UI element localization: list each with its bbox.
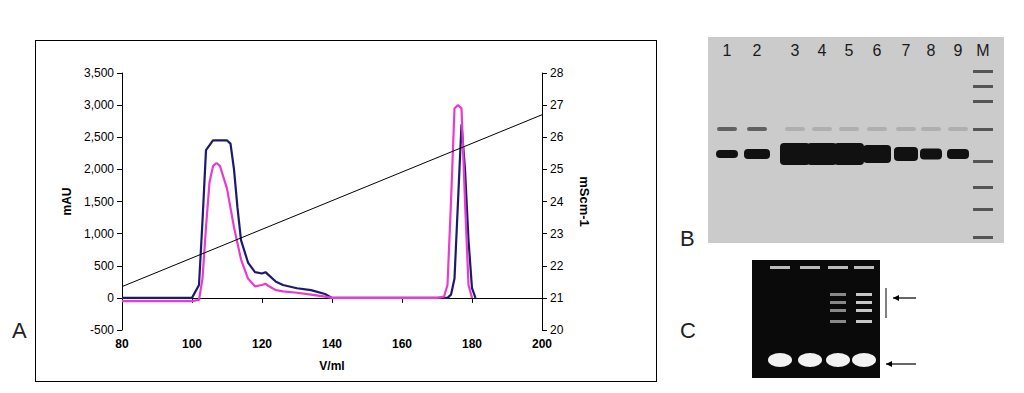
svg-text:M: M [976, 42, 989, 59]
svg-text:20: 20 [550, 323, 564, 337]
svg-text:25: 25 [550, 162, 564, 176]
svg-text:8: 8 [927, 42, 936, 59]
svg-text:6: 6 [873, 42, 882, 59]
svg-text:23: 23 [550, 227, 564, 241]
svg-text:26: 26 [550, 130, 564, 144]
svg-text:28: 28 [550, 66, 564, 80]
svg-text:140: 140 [322, 337, 342, 351]
svg-text:1: 1 [723, 42, 732, 59]
svg-text:0: 0 [107, 291, 114, 305]
svg-text:22: 22 [550, 259, 564, 273]
svg-text:27: 27 [550, 98, 564, 112]
svg-text:-500: -500 [90, 323, 114, 337]
html-text:C: C [680, 318, 696, 343]
svg-text:500: 500 [94, 259, 114, 273]
svg-text:200: 200 [532, 337, 552, 351]
html-text:A: A [12, 318, 27, 343]
svg-text:80: 80 [115, 337, 129, 351]
svg-text:1,500: 1,500 [84, 195, 114, 209]
svg-text:160: 160 [392, 337, 412, 351]
svg-text:24: 24 [550, 195, 564, 209]
svg-text:21: 21 [550, 291, 564, 305]
svg-text:2,500: 2,500 [84, 130, 114, 144]
svg-text:V/ml: V/ml [319, 359, 344, 373]
html-text:B: B [680, 226, 695, 251]
svg-text:mAU: mAU [60, 187, 74, 215]
svg-text:1,000: 1,000 [84, 227, 114, 241]
svg-text:7: 7 [902, 42, 911, 59]
svg-text:100: 100 [182, 337, 202, 351]
svg-text:3,000: 3,000 [84, 98, 114, 112]
svg-text:2: 2 [753, 42, 762, 59]
svg-text:mScm-1: mScm-1 [577, 176, 592, 227]
svg-text:3,500: 3,500 [84, 66, 114, 80]
svg-text:9: 9 [954, 42, 963, 59]
svg-text:180: 180 [462, 337, 482, 351]
svg-text:2,000: 2,000 [84, 162, 114, 176]
svg-text:3: 3 [791, 42, 800, 59]
svg-text:4: 4 [818, 42, 827, 59]
svg-text:5: 5 [845, 42, 854, 59]
svg-text:120: 120 [252, 337, 272, 351]
